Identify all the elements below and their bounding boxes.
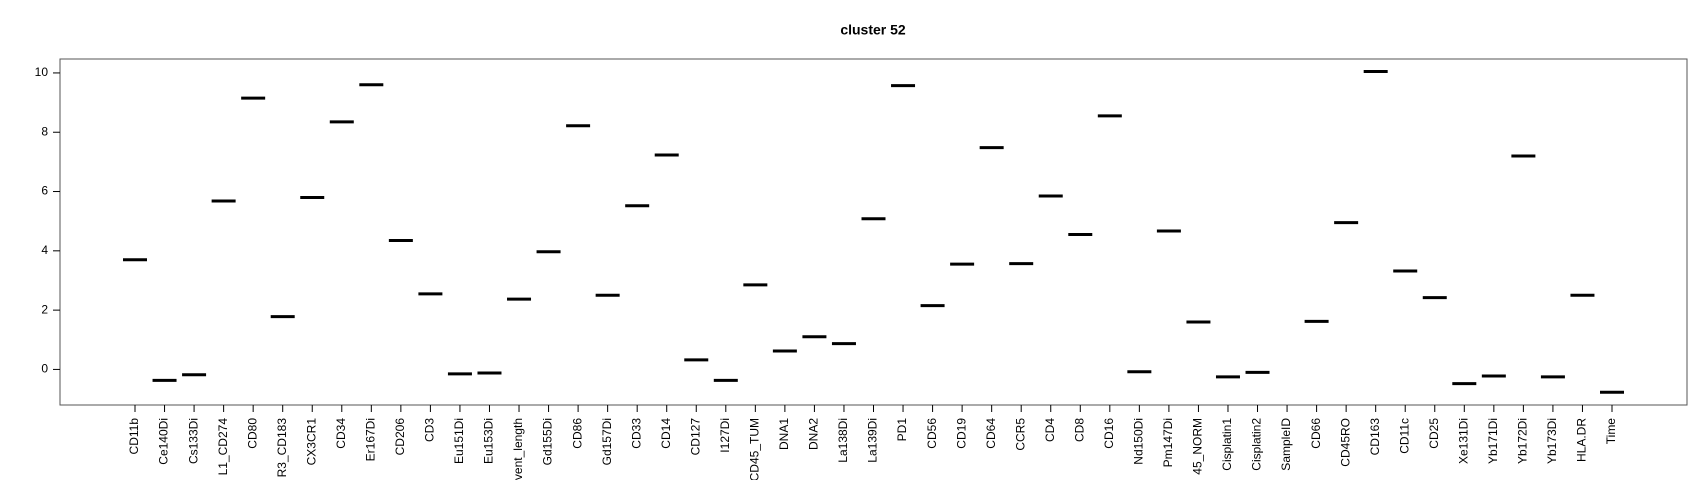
x-tick-label: Pm147Di	[1161, 418, 1175, 467]
x-tick-label: La138Di	[836, 418, 850, 463]
x-tick-label: CD33	[629, 418, 643, 449]
x-tick-label: L1_CD274	[216, 418, 230, 476]
x-tick-label: CD45RO	[1338, 418, 1352, 467]
x-tick-label: CD8	[1072, 418, 1086, 442]
x-tick-label: 45_NORM	[1191, 418, 1205, 475]
x-tick-label: Ce140Di	[157, 418, 171, 465]
x-tick-label: HLA.DR	[1575, 418, 1589, 462]
x-tick-label: Cisplatin1	[1220, 418, 1234, 471]
x-tick-label: CD19	[954, 418, 968, 449]
x-tick-label: Cs133Di	[186, 418, 200, 464]
x-tick-label: Yb171Di	[1486, 418, 1500, 464]
x-tick-label: Nd150Di	[1132, 418, 1146, 465]
x-tick-label: DNA1	[777, 418, 791, 450]
y-tick-label: 4	[41, 243, 48, 257]
x-tick-label: CD34	[334, 418, 348, 449]
x-tick-label: CD127	[688, 418, 702, 456]
x-tick-label: CD16	[1102, 418, 1116, 449]
x-tick-label: CD206	[393, 418, 407, 456]
x-tick-label: CD11b	[127, 418, 141, 455]
x-tick-label: Er167Di	[363, 418, 377, 461]
x-tick-label: R3_CD183	[275, 418, 289, 478]
x-tick-label: Time	[1604, 418, 1618, 445]
chart-title: cluster 52	[840, 22, 906, 38]
x-tick-label: Yb172Di	[1516, 418, 1530, 464]
x-tick-label: PD1	[895, 418, 909, 442]
x-tick-label: La139Di	[866, 418, 880, 463]
x-tick-label: SampleID	[1279, 418, 1293, 471]
x-tick-label: Cisplatin2	[1250, 418, 1264, 471]
y-tick-label: 10	[35, 65, 49, 79]
y-tick-label: 6	[41, 184, 48, 198]
x-tick-label: Eu153Di	[482, 418, 496, 464]
y-tick-label: 8	[41, 124, 48, 138]
y-tick-label: 2	[41, 302, 48, 316]
x-tick-label: CD25	[1427, 418, 1441, 449]
x-tick-label: I127Di	[718, 418, 732, 453]
x-tick-label: CD86	[570, 418, 584, 449]
x-tick-label: CD11c	[1397, 418, 1411, 454]
x-tick-label: CD3	[423, 418, 437, 442]
x-tick-label: vent_length	[511, 418, 525, 480]
x-tick-label: Gd155Di	[541, 418, 555, 465]
x-tick-label: Gd157Di	[600, 418, 614, 465]
x-tick-label: Yb173Di	[1545, 418, 1559, 464]
x-tick-label: CD66	[1309, 418, 1323, 449]
x-tick-label: CX3CR1	[304, 418, 318, 466]
x-tick-label: CCR5	[1013, 418, 1027, 451]
x-tick-label: CD56	[925, 418, 939, 449]
x-tick-label: CD80	[245, 418, 259, 449]
x-tick-label: CD14	[659, 418, 673, 449]
x-tick-label: CD4	[1043, 418, 1057, 442]
x-tick-label: DNA2	[807, 418, 821, 450]
y-tick-label: 0	[41, 362, 48, 376]
x-tick-label: CD64	[984, 418, 998, 449]
x-tick-label: Eu151Di	[452, 418, 466, 464]
x-tick-label: Xe131Di	[1456, 418, 1470, 464]
plot-frame	[59, 58, 1688, 406]
x-tick-label: CD45_TUM	[748, 418, 762, 480]
x-tick-label: CD163	[1368, 418, 1382, 456]
